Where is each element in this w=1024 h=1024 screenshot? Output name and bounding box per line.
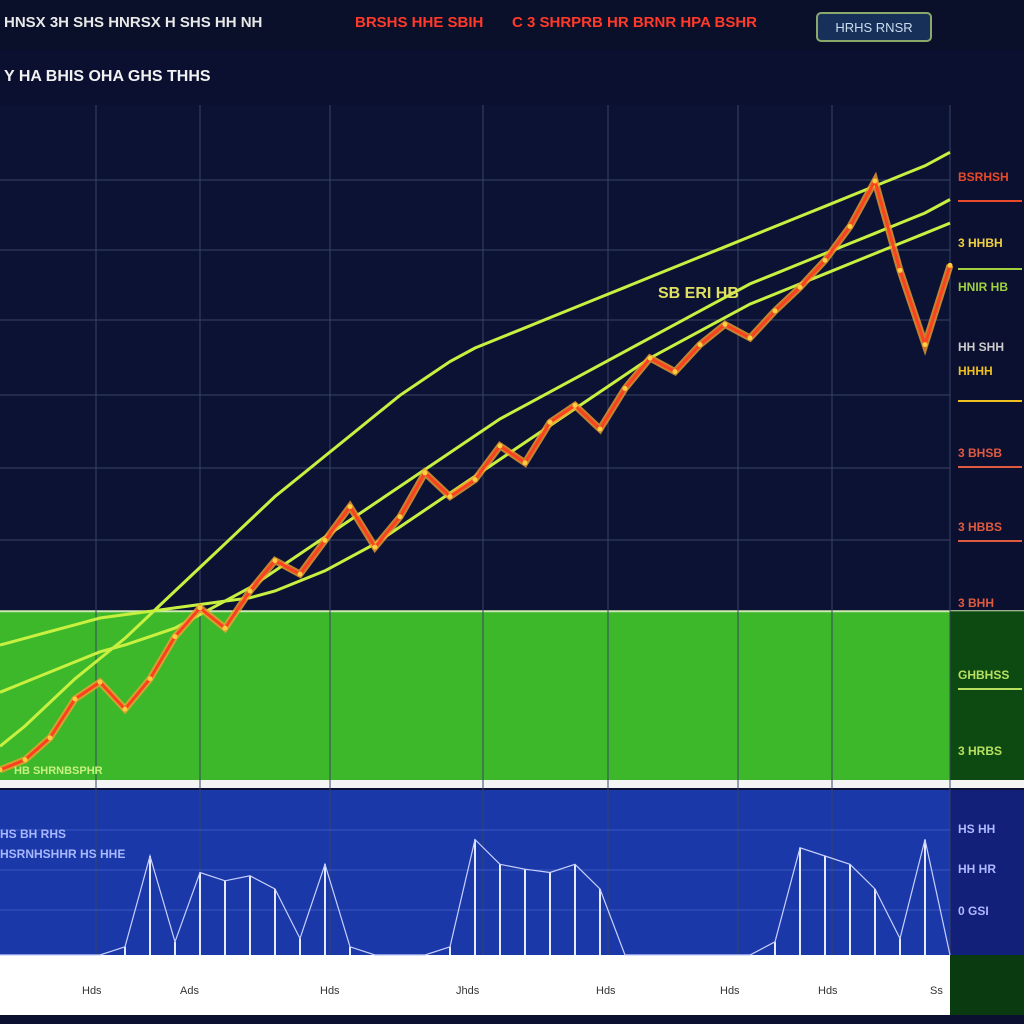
price-point	[622, 386, 628, 391]
price-point	[447, 494, 453, 499]
scale-label: HH SHH	[958, 340, 1005, 354]
support-zone	[0, 611, 950, 780]
scale-label: 3 HHBH	[958, 236, 1003, 250]
price-point	[47, 735, 53, 741]
ticker-mid: BRSHS HHE SBIH	[355, 14, 484, 31]
price-point	[122, 706, 128, 712]
scale-label: 3 BHSB	[958, 446, 1003, 460]
scale-label: HNIR HB	[958, 280, 1008, 294]
lower-scale-label: HH HR	[958, 862, 996, 876]
price-point	[797, 284, 803, 290]
lower-scale-label: 0 GSI	[958, 904, 989, 918]
price-point	[0, 767, 3, 773]
lower-scale-label: HS HH	[958, 822, 996, 836]
x-axis-band	[0, 955, 1024, 1015]
scale-line	[958, 200, 1022, 202]
price-point	[772, 308, 778, 314]
price-point	[322, 537, 328, 543]
toolbar-button[interactable]: HRHS RNSR	[816, 12, 932, 42]
zone-scale-band	[950, 611, 1024, 780]
scale-label: BSRHSH	[958, 170, 1009, 184]
price-point	[172, 634, 178, 640]
ticker-right: C 3 SHRPRB HR BRNR HPA BSHR	[512, 14, 758, 31]
volume-annotation: HS BH RHS	[0, 827, 66, 841]
scale-line	[958, 540, 1022, 542]
price-point	[697, 342, 703, 348]
x-tick-label: Hds	[720, 985, 740, 997]
scale-label: GHBHSS	[958, 668, 1010, 682]
zone-annotation: HB SHRNBSPHR	[14, 765, 103, 777]
price-point	[597, 426, 603, 432]
x-tick-label: Hds	[320, 985, 340, 997]
price-point	[197, 605, 203, 611]
price-point	[147, 676, 153, 682]
price-point	[647, 355, 653, 361]
price-point	[872, 178, 878, 184]
price-point	[97, 679, 103, 685]
price-point	[722, 321, 728, 327]
moving-average-fast-line	[0, 150, 951, 748]
price-point	[22, 757, 28, 763]
scale-line	[958, 688, 1022, 690]
volume-line	[0, 838, 951, 956]
price-point	[372, 544, 378, 550]
price-point	[847, 224, 853, 229]
x-tick-label: Hds	[596, 985, 616, 997]
ticker-left: HNSX 3H SHS HNRSX H SHS HH NH	[4, 14, 263, 31]
price-point	[347, 504, 353, 510]
price-point	[397, 514, 403, 520]
price-point	[897, 267, 903, 273]
price-point	[572, 402, 578, 408]
top-toolbar: HNSX 3H SHS HNRSX H SHS HH NH BRSHS HHE …	[0, 0, 1024, 50]
x-tick-label: Jhds	[456, 985, 480, 997]
price-point	[497, 443, 503, 449]
price-point	[747, 335, 753, 341]
scale-line	[958, 268, 1022, 270]
volume-scale-band	[950, 790, 1024, 955]
scale-line	[958, 400, 1022, 402]
chart-title: Y HA BHIS OHA GHS THHS	[4, 68, 211, 85]
x-axis-corner	[950, 955, 1024, 1015]
price-point	[297, 571, 303, 577]
price-point	[947, 262, 953, 268]
price-point	[922, 342, 928, 348]
price-point	[247, 588, 253, 594]
price-point	[672, 369, 678, 375]
price-point	[472, 477, 478, 483]
scale-label: 3 HBBS	[958, 520, 1003, 534]
x-tick-label: Hds	[82, 985, 102, 997]
volume-annotation: HSRNHSHHR HS HHE	[0, 847, 125, 861]
moving-average-mid-line	[0, 198, 951, 694]
scale-label: 3 BHH	[958, 596, 995, 610]
price-point	[422, 470, 428, 476]
scale-label: 3 HRBS	[958, 744, 1003, 758]
peak-annotation: SB ERI HB	[658, 285, 739, 302]
price-point	[222, 625, 228, 631]
price-point	[822, 257, 828, 263]
scale-label: HHHH	[958, 364, 993, 378]
x-tick-label: Ss	[930, 985, 943, 997]
price-point	[547, 419, 553, 425]
price-point	[72, 696, 78, 702]
x-tick-label: Hds	[818, 985, 838, 997]
price-point	[272, 558, 278, 564]
panel-divider	[0, 780, 1024, 788]
scale-line	[958, 466, 1022, 468]
x-tick-label: Ads	[180, 985, 199, 997]
price-point	[522, 460, 528, 466]
